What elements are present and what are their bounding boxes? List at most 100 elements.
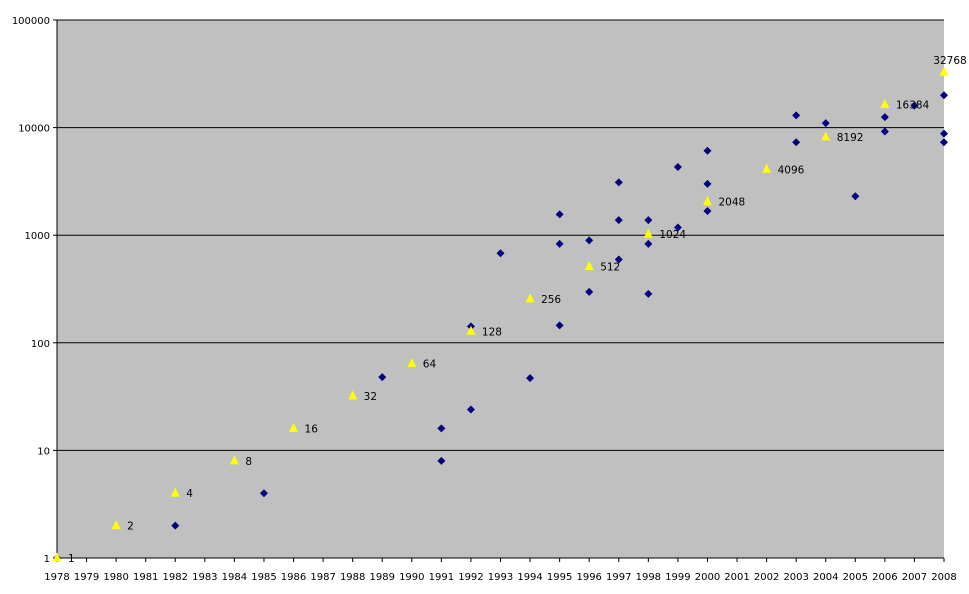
x-tick-label: 2001	[724, 572, 749, 583]
triangle-point	[702, 196, 712, 206]
triangle-point	[407, 358, 417, 368]
data-label: 4	[186, 488, 193, 500]
diamond-point	[792, 111, 801, 120]
data-label: 32	[364, 391, 377, 403]
diamond-point	[673, 223, 682, 232]
triangle-point	[52, 552, 62, 562]
diamond-point	[644, 289, 653, 298]
diamond-point	[378, 373, 387, 382]
triangle-point	[289, 422, 299, 432]
triangle-point	[939, 66, 949, 76]
x-tick-label: 2007	[902, 572, 927, 583]
triangle-point	[821, 131, 831, 141]
x-tick-label: 1998	[636, 572, 661, 583]
x-tick-label: 1989	[370, 572, 395, 583]
x-tick-label: 1982	[163, 572, 188, 583]
triangle-point	[229, 455, 239, 465]
diamond-point	[259, 489, 268, 498]
data-label: 1024	[659, 229, 686, 241]
x-tick-label: 1980	[103, 572, 128, 583]
diamond-point	[940, 138, 948, 147]
diamond-point	[703, 179, 712, 188]
x-tick-label: 1992	[458, 572, 483, 583]
data-label: 2048	[718, 197, 745, 209]
x-tick-label: 1997	[606, 572, 631, 583]
diamond-point	[555, 239, 564, 248]
triangle-point	[170, 487, 180, 497]
x-tick-label: 1995	[547, 572, 572, 583]
gridlines	[57, 19, 944, 451]
data-labels: 1 2 4 8 16 32 64 128 256 512 1024 2048 4096 8192 16384…	[68, 55, 967, 565]
triangle-point	[584, 260, 594, 270]
x-tick-label: 1979	[74, 572, 99, 583]
data-label: 512	[600, 261, 620, 273]
x-tick-label: 1994	[517, 572, 542, 583]
diamond-point	[880, 113, 889, 122]
diamond-point	[555, 210, 564, 219]
triangle-point	[643, 228, 653, 238]
x-tick-label: 1991	[429, 572, 454, 583]
y-tick-label: 100000	[12, 16, 50, 27]
triangle-point	[466, 325, 476, 335]
data-label: 4096	[778, 164, 805, 176]
x-tick-label: 1988	[340, 572, 365, 583]
x-tick-label: 2008	[931, 572, 956, 583]
data-label: 8192	[837, 132, 864, 144]
diamond-point	[940, 91, 948, 100]
diamond-point	[940, 129, 948, 138]
diamond-point	[466, 405, 475, 414]
x-tick-label: 1983	[192, 572, 217, 583]
data-label: 16384	[896, 100, 930, 112]
x-tick-label: 1999	[665, 572, 690, 583]
x-axis-tick-labels: 1978 1979 1980 1981 1982 1983 1984 1985 1986 1987…	[44, 558, 957, 583]
x-tick-label: 2005	[843, 572, 868, 583]
diamond-point	[614, 216, 623, 225]
x-tick-label: 1986	[281, 572, 306, 583]
plot-area	[57, 20, 944, 558]
diamond-point	[555, 321, 564, 330]
x-tick-label: 2002	[754, 572, 779, 583]
diamond-point	[851, 192, 860, 201]
diamond-point	[437, 424, 446, 433]
diamond-point	[644, 216, 653, 225]
y-tick-label: 10	[37, 446, 50, 457]
data-label: 32768	[933, 55, 966, 67]
diamond-point	[792, 138, 801, 147]
data-marks	[52, 66, 949, 562]
y-tick-label: 1	[44, 554, 50, 565]
x-tick-label: 1981	[133, 572, 158, 583]
x-tick-label: 1978	[44, 572, 69, 583]
diamond-point	[171, 521, 180, 530]
diamond-point	[644, 239, 653, 248]
diamond-point	[526, 374, 535, 383]
data-label: 128	[482, 326, 502, 338]
x-tick-label: 1993	[488, 572, 513, 583]
data-label: 2	[127, 521, 134, 533]
x-tick-label: 1985	[251, 572, 276, 583]
data-label: 1	[68, 553, 75, 565]
diamond-point	[437, 456, 446, 465]
diamond-point	[585, 287, 594, 296]
diamond-point	[614, 255, 623, 264]
y-tick-label: 10000	[18, 124, 50, 135]
x-tick-label: 2006	[872, 572, 897, 583]
x-tick-label: 2000	[695, 572, 720, 583]
x-tick-label: 2003	[783, 572, 808, 583]
diamond-point	[821, 119, 830, 128]
x-tick-label: 1987	[310, 572, 335, 583]
triangle-point	[880, 99, 890, 109]
diamond-point	[880, 127, 889, 136]
diamond-point	[614, 178, 623, 187]
x-tick-label: 1990	[399, 572, 424, 583]
data-label: 16	[305, 423, 319, 435]
x-tick-label: 1996	[576, 572, 601, 583]
data-label: 256	[541, 294, 561, 306]
x-tick-label: 2004	[813, 572, 838, 583]
triangle-point	[348, 390, 358, 400]
data-label: 8	[245, 456, 252, 468]
x-tick-label: 1984	[222, 572, 247, 583]
triangle-point	[762, 163, 772, 173]
diamond-point	[703, 146, 712, 155]
diamond-point	[703, 206, 712, 215]
